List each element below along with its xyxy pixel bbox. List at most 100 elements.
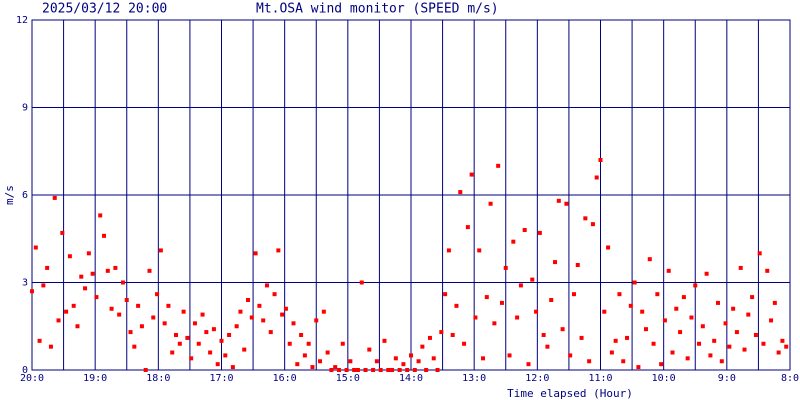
x-tick-label: 12:0 (525, 373, 549, 384)
x-tick-label: 10:0 (652, 373, 676, 384)
point (310, 365, 315, 370)
point (155, 292, 160, 297)
point (458, 190, 463, 195)
point (79, 274, 84, 279)
point (128, 330, 133, 335)
point (556, 198, 561, 203)
point (124, 298, 129, 302)
point (416, 359, 421, 364)
point (670, 350, 675, 355)
point (613, 338, 618, 343)
point (170, 350, 175, 355)
point (105, 268, 110, 273)
point (378, 368, 383, 372)
point (318, 359, 323, 364)
point (564, 201, 569, 206)
point (363, 368, 368, 372)
point (484, 295, 489, 300)
point (738, 265, 743, 270)
point (750, 295, 755, 300)
point (594, 175, 599, 180)
point (257, 303, 262, 308)
point (454, 303, 459, 308)
point (386, 368, 391, 372)
point (200, 312, 205, 317)
point (465, 225, 470, 230)
point (60, 230, 65, 235)
point (420, 344, 425, 349)
point (693, 283, 698, 288)
point (83, 286, 88, 291)
point (355, 368, 360, 372)
point (412, 368, 417, 372)
point (283, 306, 288, 311)
point (715, 300, 720, 305)
point (477, 248, 482, 253)
point (496, 163, 501, 168)
x-tick-label: 15:0 (336, 373, 360, 384)
point (56, 318, 61, 323)
point (723, 321, 728, 326)
point (64, 309, 69, 314)
point (625, 335, 630, 340)
point (242, 347, 247, 352)
point (75, 324, 80, 329)
x-axis-label: Time elapsed (Hour) (507, 387, 633, 400)
point (109, 306, 114, 311)
point (185, 335, 190, 340)
point (393, 356, 398, 361)
point (30, 289, 34, 294)
point (147, 268, 152, 273)
point (511, 239, 516, 244)
point (666, 268, 671, 273)
y-tick-label: 9 (22, 103, 28, 114)
point (98, 213, 103, 218)
point (45, 265, 50, 270)
point (776, 350, 781, 355)
point (424, 368, 429, 372)
point (534, 309, 539, 314)
x-tick-label: 9:0 (718, 373, 736, 384)
point (321, 309, 326, 314)
point (253, 251, 258, 256)
point (662, 318, 667, 323)
point (139, 324, 144, 329)
point (579, 335, 584, 340)
point (636, 365, 641, 370)
point (246, 298, 251, 302)
point (697, 341, 702, 346)
point (348, 359, 353, 364)
point (507, 353, 512, 358)
point (306, 341, 311, 346)
point (598, 158, 603, 162)
point (443, 292, 448, 297)
point (602, 309, 607, 314)
point (647, 257, 652, 262)
point (473, 315, 478, 320)
point (151, 315, 156, 320)
point (560, 327, 565, 332)
point (685, 356, 690, 361)
y-tick-label: 6 (22, 190, 28, 201)
point (689, 315, 694, 320)
point (746, 312, 751, 317)
point (515, 315, 520, 320)
point (113, 265, 118, 270)
point (264, 283, 269, 288)
x-tick-label: 14:0 (399, 373, 423, 384)
point (632, 280, 637, 285)
point (181, 309, 186, 314)
point (769, 318, 774, 323)
point (488, 201, 493, 206)
x-tick-label: 8:0 (781, 373, 799, 384)
point (52, 195, 57, 200)
point (499, 300, 504, 305)
point (681, 295, 686, 300)
point (189, 356, 194, 361)
point (166, 303, 171, 308)
point (136, 303, 141, 308)
point (234, 324, 239, 329)
chart-title: Mt.OSA wind monitor (SPEED m/s) (256, 2, 499, 17)
